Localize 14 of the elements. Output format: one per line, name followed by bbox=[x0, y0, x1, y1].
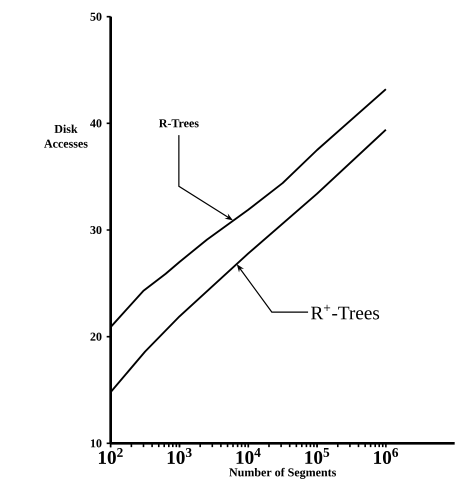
x-tick-label: 10$^{4}$ bbox=[236, 448, 261, 464]
y-tick-label: 20 bbox=[90, 332, 102, 341]
x-axis-title: Number of Segments bbox=[229, 468, 336, 479]
y-tick-label: 40 bbox=[90, 119, 102, 128]
y-axis-title: Disk Accesses bbox=[44, 124, 88, 148]
x-tick-label: 10$^{2}$ bbox=[98, 448, 123, 464]
annotation: R-Trees bbox=[158, 119, 199, 128]
y-tick-label: 10 bbox=[90, 439, 102, 448]
x-tick-label: 10$^{3}$ bbox=[168, 448, 192, 464]
x-tick-label: 10$^{6}$ bbox=[374, 448, 398, 464]
y-tick-label: 30 bbox=[90, 226, 102, 234]
x-tick-label: 10$^{5}$ bbox=[305, 448, 330, 464]
y-tick-label: 50 bbox=[90, 12, 102, 21]
annotation: R$^{+}$-Trees bbox=[311, 304, 380, 320]
